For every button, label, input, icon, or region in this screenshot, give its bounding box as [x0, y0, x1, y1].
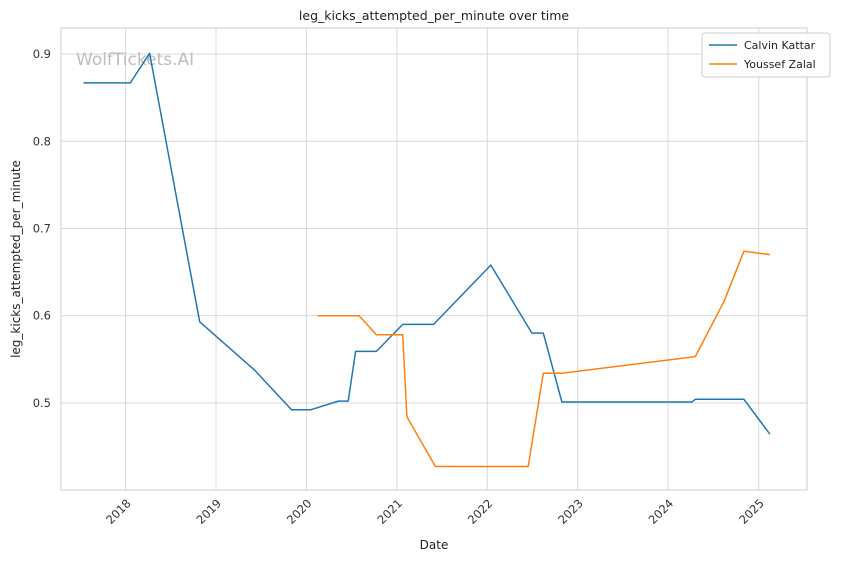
y-tick-label-0.9: 0.9	[33, 47, 51, 61]
series-layer	[83, 52, 771, 468]
legend-label-youssef-zalal: Youssef Zalal	[743, 58, 816, 71]
series-line-youssef-zalal	[317, 250, 770, 468]
legend-box	[701, 32, 831, 78]
grid	[61, 28, 807, 490]
y-tick-label-0.8: 0.8	[33, 134, 51, 148]
x-axis-title: Date	[420, 538, 449, 552]
y-tick-label-0.7: 0.7	[33, 221, 51, 235]
legend-label-calvin-kattar: Calvin Kattar	[744, 39, 816, 52]
y-tick-label-0.5: 0.5	[33, 396, 51, 410]
chart-title: leg_kicks_attempted_per_minute over time	[299, 8, 569, 23]
y-axis-title: leg_kicks_attempted_per_minute	[9, 160, 23, 358]
watermark: WolfTickets.AI	[76, 50, 194, 70]
y-tick-label-0.6: 0.6	[33, 309, 51, 323]
series-line-calvin-kattar	[83, 52, 771, 435]
plot-area-frame	[60, 27, 808, 491]
y-tick-labels: 0.5 0.6 0.7 0.8 0.9	[33, 47, 51, 410]
legend: Calvin Kattar Youssef Zalal	[701, 32, 831, 78]
